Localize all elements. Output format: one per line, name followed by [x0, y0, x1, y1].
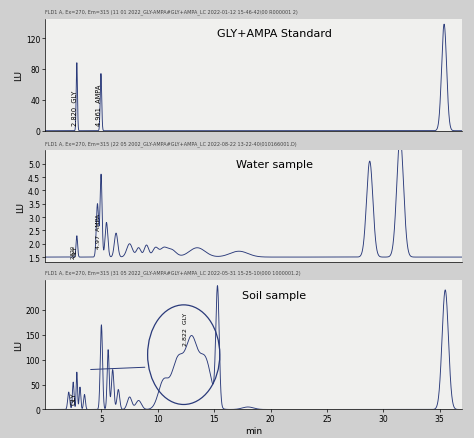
Text: Soil sample: Soil sample — [242, 291, 307, 300]
Text: GLY: GLY — [73, 245, 78, 256]
Text: GLY: GLY — [71, 392, 77, 405]
Text: FLD1 A, Ex=270, Em=315 (11 01 2022_GLY-AMPA#GLY+AMPA_LC 2022-01-12 15-46-42\00 R: FLD1 A, Ex=270, Em=315 (11 01 2022_GLY-A… — [45, 10, 298, 15]
Text: 2.820  GLY: 2.820 GLY — [72, 90, 78, 125]
X-axis label: min: min — [245, 426, 262, 435]
Text: GLY+AMPA Standard: GLY+AMPA Standard — [217, 28, 332, 39]
Text: Water sample: Water sample — [236, 160, 313, 170]
Text: 2.822  GLY: 2.822 GLY — [183, 312, 189, 345]
Text: FLD1 A, Ex=270, Em=315 (31 05 2022_GLY-AMPA#GLY+AMPA_LC 2022-05-31 15-25-10\000 : FLD1 A, Ex=270, Em=315 (31 05 2022_GLY-A… — [45, 269, 301, 275]
Text: 2.820: 2.820 — [71, 244, 76, 258]
Text: FLD1 A, Ex=270, Em=315 (22 05 2002_GLY-AMPA#GLY+AMPA_LC 2022-08-22 13-22-40\0101: FLD1 A, Ex=270, Em=315 (22 05 2002_GLY-A… — [45, 141, 297, 147]
Text: 4.97  AMPA: 4.97 AMPA — [96, 213, 101, 248]
Y-axis label: LU: LU — [14, 70, 23, 81]
Y-axis label: LU: LU — [16, 201, 25, 212]
Text: 4.961  AMPA: 4.961 AMPA — [96, 84, 102, 125]
Y-axis label: LU: LU — [14, 339, 23, 350]
